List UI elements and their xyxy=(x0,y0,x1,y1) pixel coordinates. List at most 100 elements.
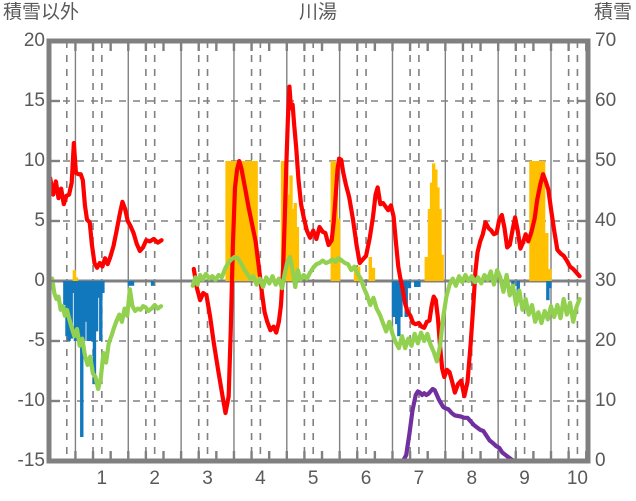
bar xyxy=(431,163,436,281)
bar xyxy=(130,281,135,286)
bar xyxy=(127,281,132,286)
bar xyxy=(71,281,76,293)
orange-bars xyxy=(72,161,552,281)
y-axis-right-tick-label: 30 xyxy=(595,270,617,291)
bar xyxy=(407,281,412,289)
bar xyxy=(82,281,86,341)
y-axis-left-tick-label: 20 xyxy=(23,30,45,51)
bar xyxy=(289,175,293,281)
y-axis-right-tick-label: 40 xyxy=(595,210,617,231)
bar xyxy=(291,209,295,281)
bar xyxy=(429,182,434,281)
bar xyxy=(545,233,549,281)
x-axis-tick-label: 7 xyxy=(413,468,425,489)
bar xyxy=(293,203,297,281)
bar xyxy=(96,281,101,298)
purple-snow-depth xyxy=(47,386,585,464)
bar xyxy=(94,281,99,332)
bar xyxy=(427,209,432,281)
y-axis-left-tick-label: -15 xyxy=(17,450,45,471)
y-axis-right-tick-label: 20 xyxy=(595,330,617,351)
bar xyxy=(368,257,372,281)
x-axis-tick-label: 2 xyxy=(149,468,160,489)
bar xyxy=(538,161,543,281)
y-axis-right-tick-label: 70 xyxy=(595,30,617,51)
bar xyxy=(241,161,245,281)
bar xyxy=(434,169,438,281)
x-axis-tick-label: 4 xyxy=(255,468,266,489)
bar xyxy=(438,209,442,281)
green-line xyxy=(47,276,164,392)
right-axis-title: 積雪 xyxy=(593,2,632,23)
bar xyxy=(285,161,289,281)
bar xyxy=(399,281,403,317)
bar xyxy=(295,227,300,281)
bar xyxy=(69,281,73,339)
bar xyxy=(243,161,248,281)
bar xyxy=(84,281,88,322)
bar xyxy=(99,281,103,341)
bar xyxy=(225,161,229,281)
bar xyxy=(246,161,250,281)
bar xyxy=(77,281,82,341)
bar xyxy=(336,218,341,281)
x-axis-tick-label: 5 xyxy=(307,468,319,489)
bar xyxy=(529,161,533,281)
bar xyxy=(546,281,550,301)
bar xyxy=(436,187,440,281)
bar xyxy=(548,281,552,289)
bar xyxy=(395,281,399,325)
bar xyxy=(353,269,358,281)
chart-title: 川湯 xyxy=(298,2,337,23)
bar xyxy=(75,281,80,341)
y-axis-left-tick-label: 0 xyxy=(34,270,45,291)
bar xyxy=(414,281,418,287)
bar xyxy=(74,277,79,281)
bar xyxy=(391,281,396,317)
bar xyxy=(424,257,428,281)
y-axis-right-tick-label: 60 xyxy=(595,90,617,111)
bar xyxy=(334,192,339,281)
bar xyxy=(101,281,105,293)
bar xyxy=(80,281,84,437)
bar xyxy=(238,161,242,281)
bar xyxy=(280,161,285,281)
plot-frame xyxy=(46,38,591,464)
bar xyxy=(73,281,78,341)
bar xyxy=(440,254,444,281)
x-axis-tick-label: 3 xyxy=(202,468,213,489)
y-axis-left-tick-label: 5 xyxy=(34,210,45,231)
bar xyxy=(535,161,539,281)
y-axis-right-tick-label: 50 xyxy=(595,150,617,171)
bar xyxy=(397,281,401,337)
bar xyxy=(86,281,90,341)
blue-bars xyxy=(63,281,552,437)
bar xyxy=(72,270,77,281)
bar xyxy=(92,281,97,385)
y-axis-left-tick-label: 15 xyxy=(23,90,45,111)
bar xyxy=(228,161,232,281)
x-axis-tick-label: 6 xyxy=(360,468,372,489)
bar xyxy=(254,161,258,281)
bar xyxy=(150,281,155,286)
bar xyxy=(548,269,552,281)
bar xyxy=(63,281,67,305)
y-axis-right-tick-label: 10 xyxy=(595,390,617,411)
bar xyxy=(235,161,240,281)
red-line xyxy=(47,140,164,270)
y-axis-left-tick-label: -5 xyxy=(28,330,45,351)
bar xyxy=(541,161,546,281)
left-axis-title: 積雪以外 xyxy=(3,2,80,23)
x-axis-tick-label: 8 xyxy=(466,468,478,489)
x-axis-tick-label: 10 xyxy=(566,468,588,489)
bar xyxy=(417,281,421,287)
green-line xyxy=(190,254,582,364)
y-axis-left-tick-label: -10 xyxy=(17,390,45,411)
bar xyxy=(287,194,291,281)
bar xyxy=(90,281,95,341)
bar xyxy=(371,267,376,281)
red-line xyxy=(191,84,582,416)
y-axis-right-tick-label: 0 xyxy=(595,450,606,471)
